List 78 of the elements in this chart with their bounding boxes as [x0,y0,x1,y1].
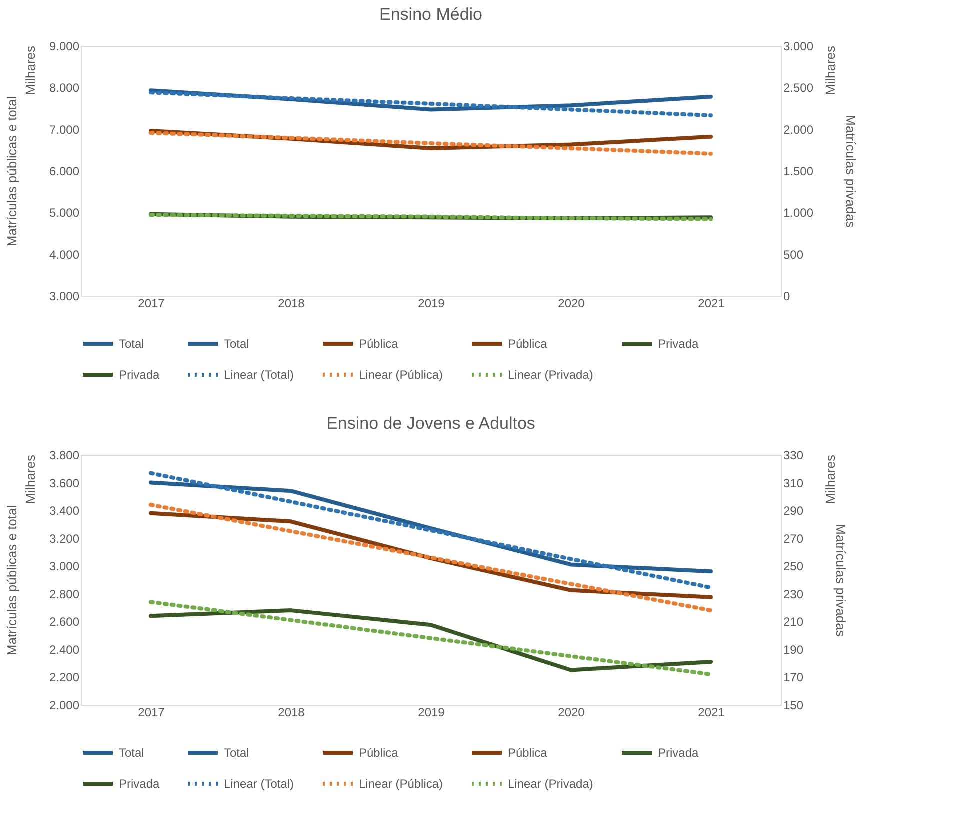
legend-label: Pública [359,746,399,760]
chart-title: Ensino de Jovens e Adultos [326,414,536,433]
y-tick-label: 3.000 [49,290,80,304]
y-tick-label: 2.600 [49,615,80,630]
legend-label: Linear (Pública) [359,368,444,382]
line-series [149,131,713,156]
y-tick-label: 8.000 [49,81,80,96]
legend-label: Total [224,337,250,351]
y2-axis-title: Matrículas privadas [844,115,859,228]
y-tick-label: 3.200 [49,532,80,546]
x-tick-label: 2017 [138,296,166,310]
legend-label: Privada [658,746,700,760]
x-tick-label: 2019 [418,296,446,310]
x-tick-label: 2020 [558,706,586,720]
x-tick-label: 2018 [278,706,306,720]
y2-tick-label: 2.500 [784,81,814,96]
y2-tick-label: 330 [784,448,804,462]
y-tick-label: 3.800 [49,448,80,462]
legend-label: Privada [658,337,700,351]
y2-tick-label: 150 [784,698,804,712]
x-tick-label: 2018 [278,296,306,310]
legend-label: Linear (Total) [224,777,294,791]
legend-label: Pública [508,746,548,760]
legend-label: Total [119,746,144,760]
line-series [149,503,713,613]
y2-tick-label: 3.000 [784,40,814,54]
legend-label: Privada [119,368,160,382]
y-tick-label: 2.000 [49,698,80,712]
y-tick-label: 3.600 [49,476,80,490]
y2-tick-label: 1.000 [784,206,814,220]
y-axis-title: Matrículas públicas e total [4,505,20,656]
x-tick-label: 2021 [698,296,726,310]
y2-tick-label: 230 [784,587,804,602]
y2-tick-label: 170 [784,670,804,685]
y2-tick-label: 0 [784,290,790,304]
y-tick-label: 2.800 [49,587,80,602]
y-tick-label: 3.400 [49,504,80,518]
legend-label: Privada [119,777,160,791]
y2-axis-title: Matrículas privadas [834,524,849,638]
y-tick-label: 9.000 [49,40,80,54]
y2-tick-label: 310 [784,476,804,490]
text: Milhares [23,46,38,96]
y2-tick-label: 190 [784,642,804,657]
x-tick-label: 2020 [558,296,586,310]
legend-label: Linear (Privada) [508,777,594,791]
line-series [149,90,713,118]
line-series [149,600,713,676]
chart-title: Ensino Médio [379,5,483,24]
y-tick-label: 4.000 [49,248,80,262]
y2-tick-label: 290 [784,504,804,518]
y2-tick-label: 270 [784,532,804,546]
y-tick-label: 2.200 [49,670,80,685]
y-tick-label: 7.000 [49,122,80,137]
legend-label: Total [119,337,144,351]
legend-label: Linear (Total) [224,368,294,382]
legend-label: Pública [508,337,548,351]
y2-tick-label: 250 [784,560,804,574]
y2-tick-label: 2.000 [784,122,814,137]
legend-label: Linear (Privada) [508,368,594,382]
y2-tick-label: 210 [784,615,804,630]
text: Milhares [23,454,38,504]
y-tick-label: 3.000 [49,560,80,574]
y-tick-label: 5.000 [49,206,80,220]
legend-label: Pública [359,337,399,351]
y-axis-title: Matrículas públicas e total [4,96,20,247]
legend-label: Total [224,746,250,760]
y-tick-label: 6.000 [49,164,80,178]
x-tick-label: 2019 [418,706,446,720]
x-tick-label: 2017 [138,706,166,720]
x-tick-label: 2021 [698,706,726,720]
line-series [149,471,713,590]
text: Milhares [823,454,838,504]
line-series [149,608,713,672]
y2-tick-label: 500 [784,248,804,262]
y2-tick-label: 1.500 [784,164,814,178]
text: Milhares [823,46,838,96]
legend-label: Linear (Pública) [359,777,444,791]
y-tick-label: 2.400 [49,642,80,657]
